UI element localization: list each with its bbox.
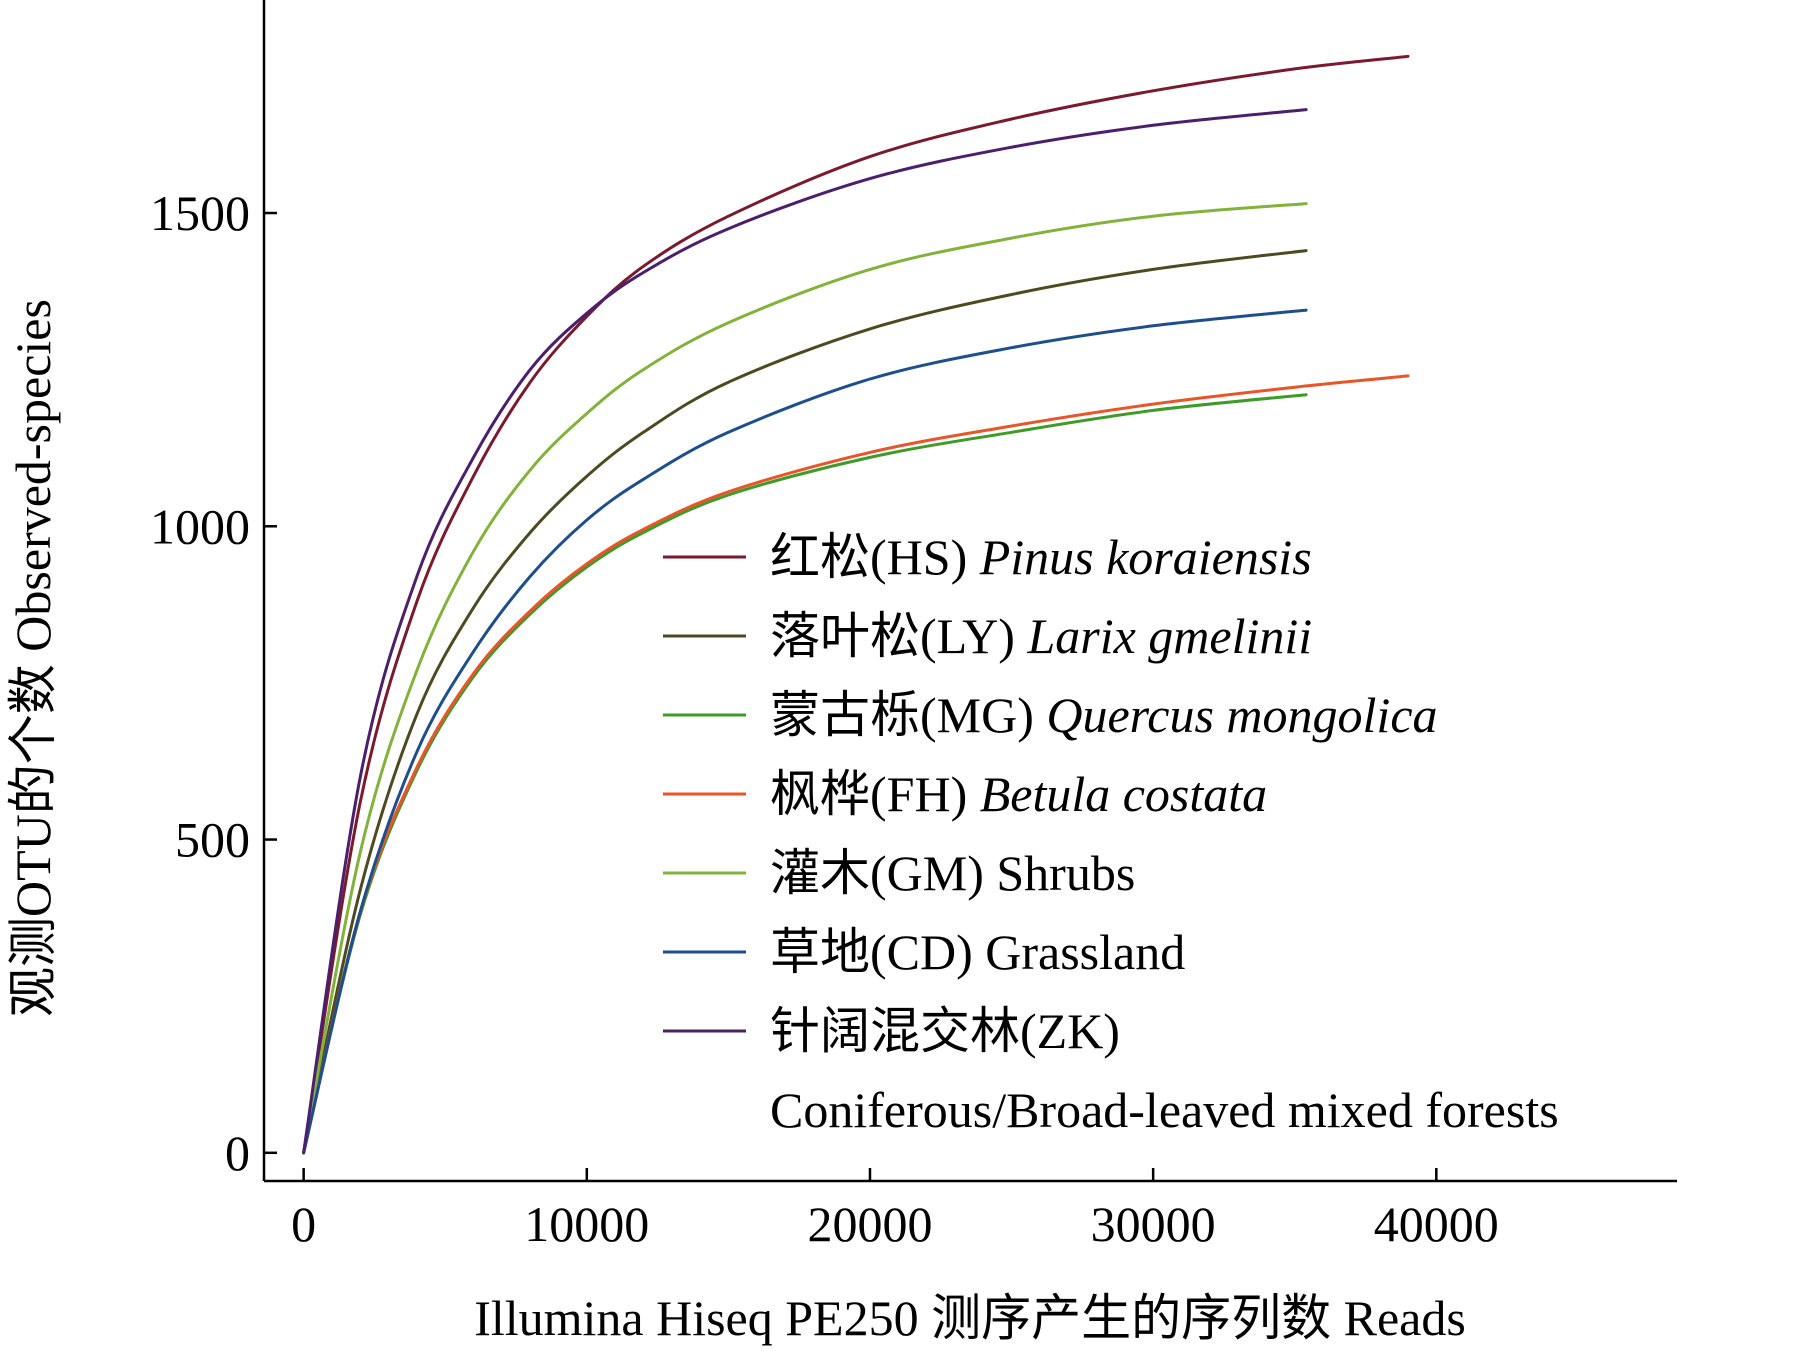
legend-name-zh-6: 针阔混交林(ZK) [770,1003,1120,1059]
legend-name-en-3: Betula costata [967,766,1267,822]
series-line-1 [302,249,1308,1155]
legend: 红松(HS) Pinus koraiensis 落叶松(LY) Larix gme… [663,529,1559,1138]
series-line-4 [302,202,1308,1155]
x-tick-label-1: 10000 [524,1196,649,1252]
y-tick-label-2: 1000 [150,498,250,554]
legend-name-en-1: Larix gmelinii [1015,608,1312,664]
series-group [302,54,1410,1155]
legend-name-zh-2: 蒙古栎(MG) [770,687,1034,743]
legend-name-zh-4: 灌木(GM) [770,845,984,901]
ticks: 0 10000 20000 30000 40000 0 500 1000 1500 [150,185,1499,1252]
legend-name-en-6: Coniferous/Broad-leaved mixed forests [770,1082,1559,1138]
x-axis-title: Illumina Hiseq PE250 测序产生的序列数 Reads [474,1290,1466,1346]
legend-name-en-2: Quercus mongolica [1034,687,1438,743]
legend-entry-0: 红松(HS) Pinus koraiensis [770,529,1312,585]
legend-name-en-0: Pinus koraiensis [967,529,1311,585]
legend-entry-1: 落叶松(LY) Larix gmelinii [770,608,1312,664]
x-tick-label-4: 40000 [1374,1196,1499,1252]
x-tick-label-2: 20000 [807,1196,932,1252]
y-tick-label-3: 1500 [150,185,250,241]
x-tick-label-0: 0 [291,1196,316,1252]
legend-name-zh-1: 落叶松(LY) [770,608,1015,664]
legend-entry-3: 枫桦(FH) Betula costata [770,766,1267,822]
legend-entry-6: 针阔混交林(ZK) [770,1003,1120,1059]
y-tick-label-1: 500 [175,812,250,868]
y-tick-label-0: 0 [225,1125,250,1181]
legend-entry-5: 草地(CD) Grassland [770,924,1185,980]
legend-name-en-5: Grassland [973,924,1185,980]
y-axis-title: 观测OTU的个数 Observed-species [5,299,61,1017]
legend-name-zh-5: 草地(CD) [770,924,973,980]
legend-entry-2: 蒙古栎(MG) Quercus mongolica [770,687,1438,743]
legend-name-zh-0: 红松(HS) [770,529,967,585]
legend-entry-4: 灌木(GM) Shrubs [770,845,1135,901]
legend-name-en-4: Shrubs [984,845,1135,901]
series-line-6 [302,108,1308,1155]
series-line-3 [302,374,1410,1155]
series-line-5 [302,308,1308,1155]
x-tick-label-3: 30000 [1091,1196,1216,1252]
legend-name-zh-3: 枫桦(FH) [770,766,967,822]
series-line-0 [302,54,1410,1155]
